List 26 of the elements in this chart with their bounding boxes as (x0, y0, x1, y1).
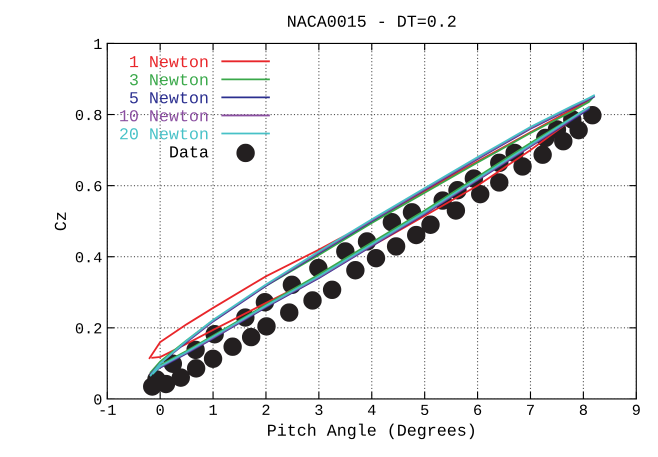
legend-label: 1 Newton (130, 56, 208, 68)
y-tick-label: 0 (94, 394, 102, 405)
legend-label: Data (170, 146, 208, 158)
x-axis-title: Pitch Angle (Degrees) (268, 424, 474, 440)
x-tick-label: 0 (156, 404, 164, 416)
x-tick-label: 8 (580, 404, 587, 416)
x-tick-label: -1 (100, 404, 116, 415)
x-tick-label: 1 (210, 404, 217, 415)
y-tick-label: 1 (94, 38, 102, 49)
y-tick-label: 0.2 (76, 323, 102, 334)
x-tick-label: 5 (421, 404, 428, 416)
legend-label: 20 Newton (120, 128, 208, 140)
y-tick-label: 0.8 (76, 110, 102, 120)
y-axis-title: Cz (54, 212, 66, 230)
legend-label: 3 Newton (130, 74, 208, 86)
legend-label: 10 Newton (120, 110, 208, 122)
x-tick-label: 3 (315, 404, 322, 416)
x-tick-label: 2 (262, 404, 270, 415)
y-tick-label: 0.4 (76, 252, 102, 262)
chart-title: NACA0015 - DT=0.2 (288, 16, 456, 27)
y-tick-label: 0.6 (76, 180, 102, 192)
legend-label: 5 Newton (130, 92, 208, 104)
x-tick-label: 4 (368, 404, 376, 415)
x-tick-label: 6 (474, 404, 482, 416)
x-tick-label: 7 (527, 404, 534, 415)
x-tick-label: 9 (632, 404, 640, 416)
